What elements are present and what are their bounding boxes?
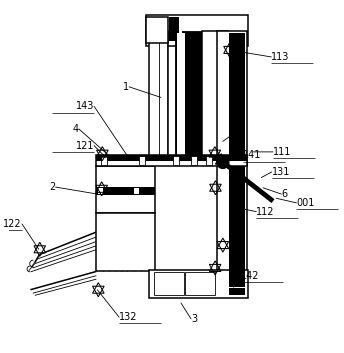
Text: 132: 132 [119, 312, 138, 322]
Bar [146, 17, 168, 43]
Text: 131: 131 [272, 167, 290, 177]
Bar [96, 166, 155, 214]
Bar [101, 156, 107, 165]
Bar [139, 156, 145, 165]
Text: 122: 122 [3, 219, 22, 229]
Bar [96, 155, 247, 161]
Text: 5: 5 [238, 126, 244, 136]
Circle shape [217, 156, 229, 168]
Bar [185, 272, 215, 295]
Text: 142: 142 [241, 271, 260, 281]
Text: 4: 4 [73, 124, 79, 134]
Text: 3: 3 [191, 314, 197, 324]
Bar [169, 17, 179, 41]
Text: 143: 143 [76, 101, 94, 111]
Text: 121: 121 [75, 140, 94, 151]
Bar [96, 187, 155, 195]
Bar [229, 33, 245, 287]
Bar [179, 17, 182, 41]
Bar [175, 31, 201, 157]
Bar [177, 33, 185, 155]
Text: 113: 113 [271, 52, 290, 62]
Bar [96, 214, 155, 271]
Bar [229, 288, 245, 295]
Bar [217, 31, 247, 289]
Text: 2: 2 [49, 182, 55, 192]
Bar [149, 270, 248, 298]
Bar [191, 156, 197, 165]
Text: 001: 001 [297, 198, 315, 208]
Bar [173, 156, 179, 165]
Text: 111: 111 [273, 147, 291, 157]
Text: 112: 112 [256, 207, 275, 217]
Text: 141: 141 [243, 150, 261, 160]
Bar [206, 156, 212, 165]
Bar [149, 31, 168, 157]
Text: 1: 1 [123, 82, 129, 92]
Bar [186, 33, 189, 155]
Bar [159, 33, 166, 155]
Bar [98, 188, 103, 195]
Bar [202, 31, 228, 157]
Bar [154, 272, 184, 295]
Bar [96, 155, 247, 166]
Bar [146, 15, 248, 46]
Bar [134, 188, 139, 195]
Text: 6: 6 [281, 189, 288, 199]
